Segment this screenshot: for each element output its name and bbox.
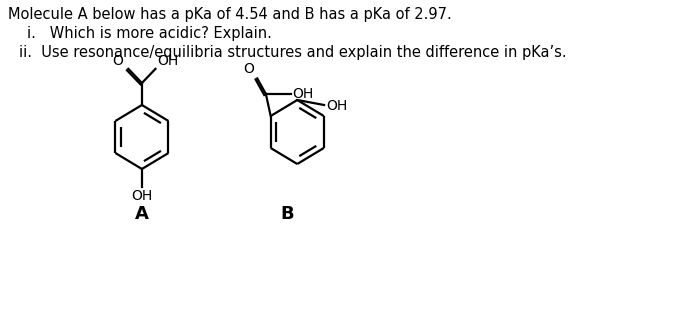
Text: Molecule A below has a pKa of 4.54 and B has a pKa of 2.97.: Molecule A below has a pKa of 4.54 and B… — [8, 7, 451, 22]
Text: i.   Which is more acidic? Explain.: i. Which is more acidic? Explain. — [27, 26, 272, 41]
Text: OH: OH — [131, 189, 152, 203]
Text: OH: OH — [326, 99, 347, 113]
Text: O: O — [244, 62, 255, 76]
Text: O: O — [112, 54, 124, 68]
Text: OH: OH — [293, 87, 314, 101]
Text: OH: OH — [157, 54, 179, 68]
Text: A: A — [135, 205, 149, 223]
Text: ii.  Use resonance/equilibria structures and explain the difference in pKa’s.: ii. Use resonance/equilibria structures … — [19, 45, 566, 60]
Text: B: B — [281, 205, 295, 223]
